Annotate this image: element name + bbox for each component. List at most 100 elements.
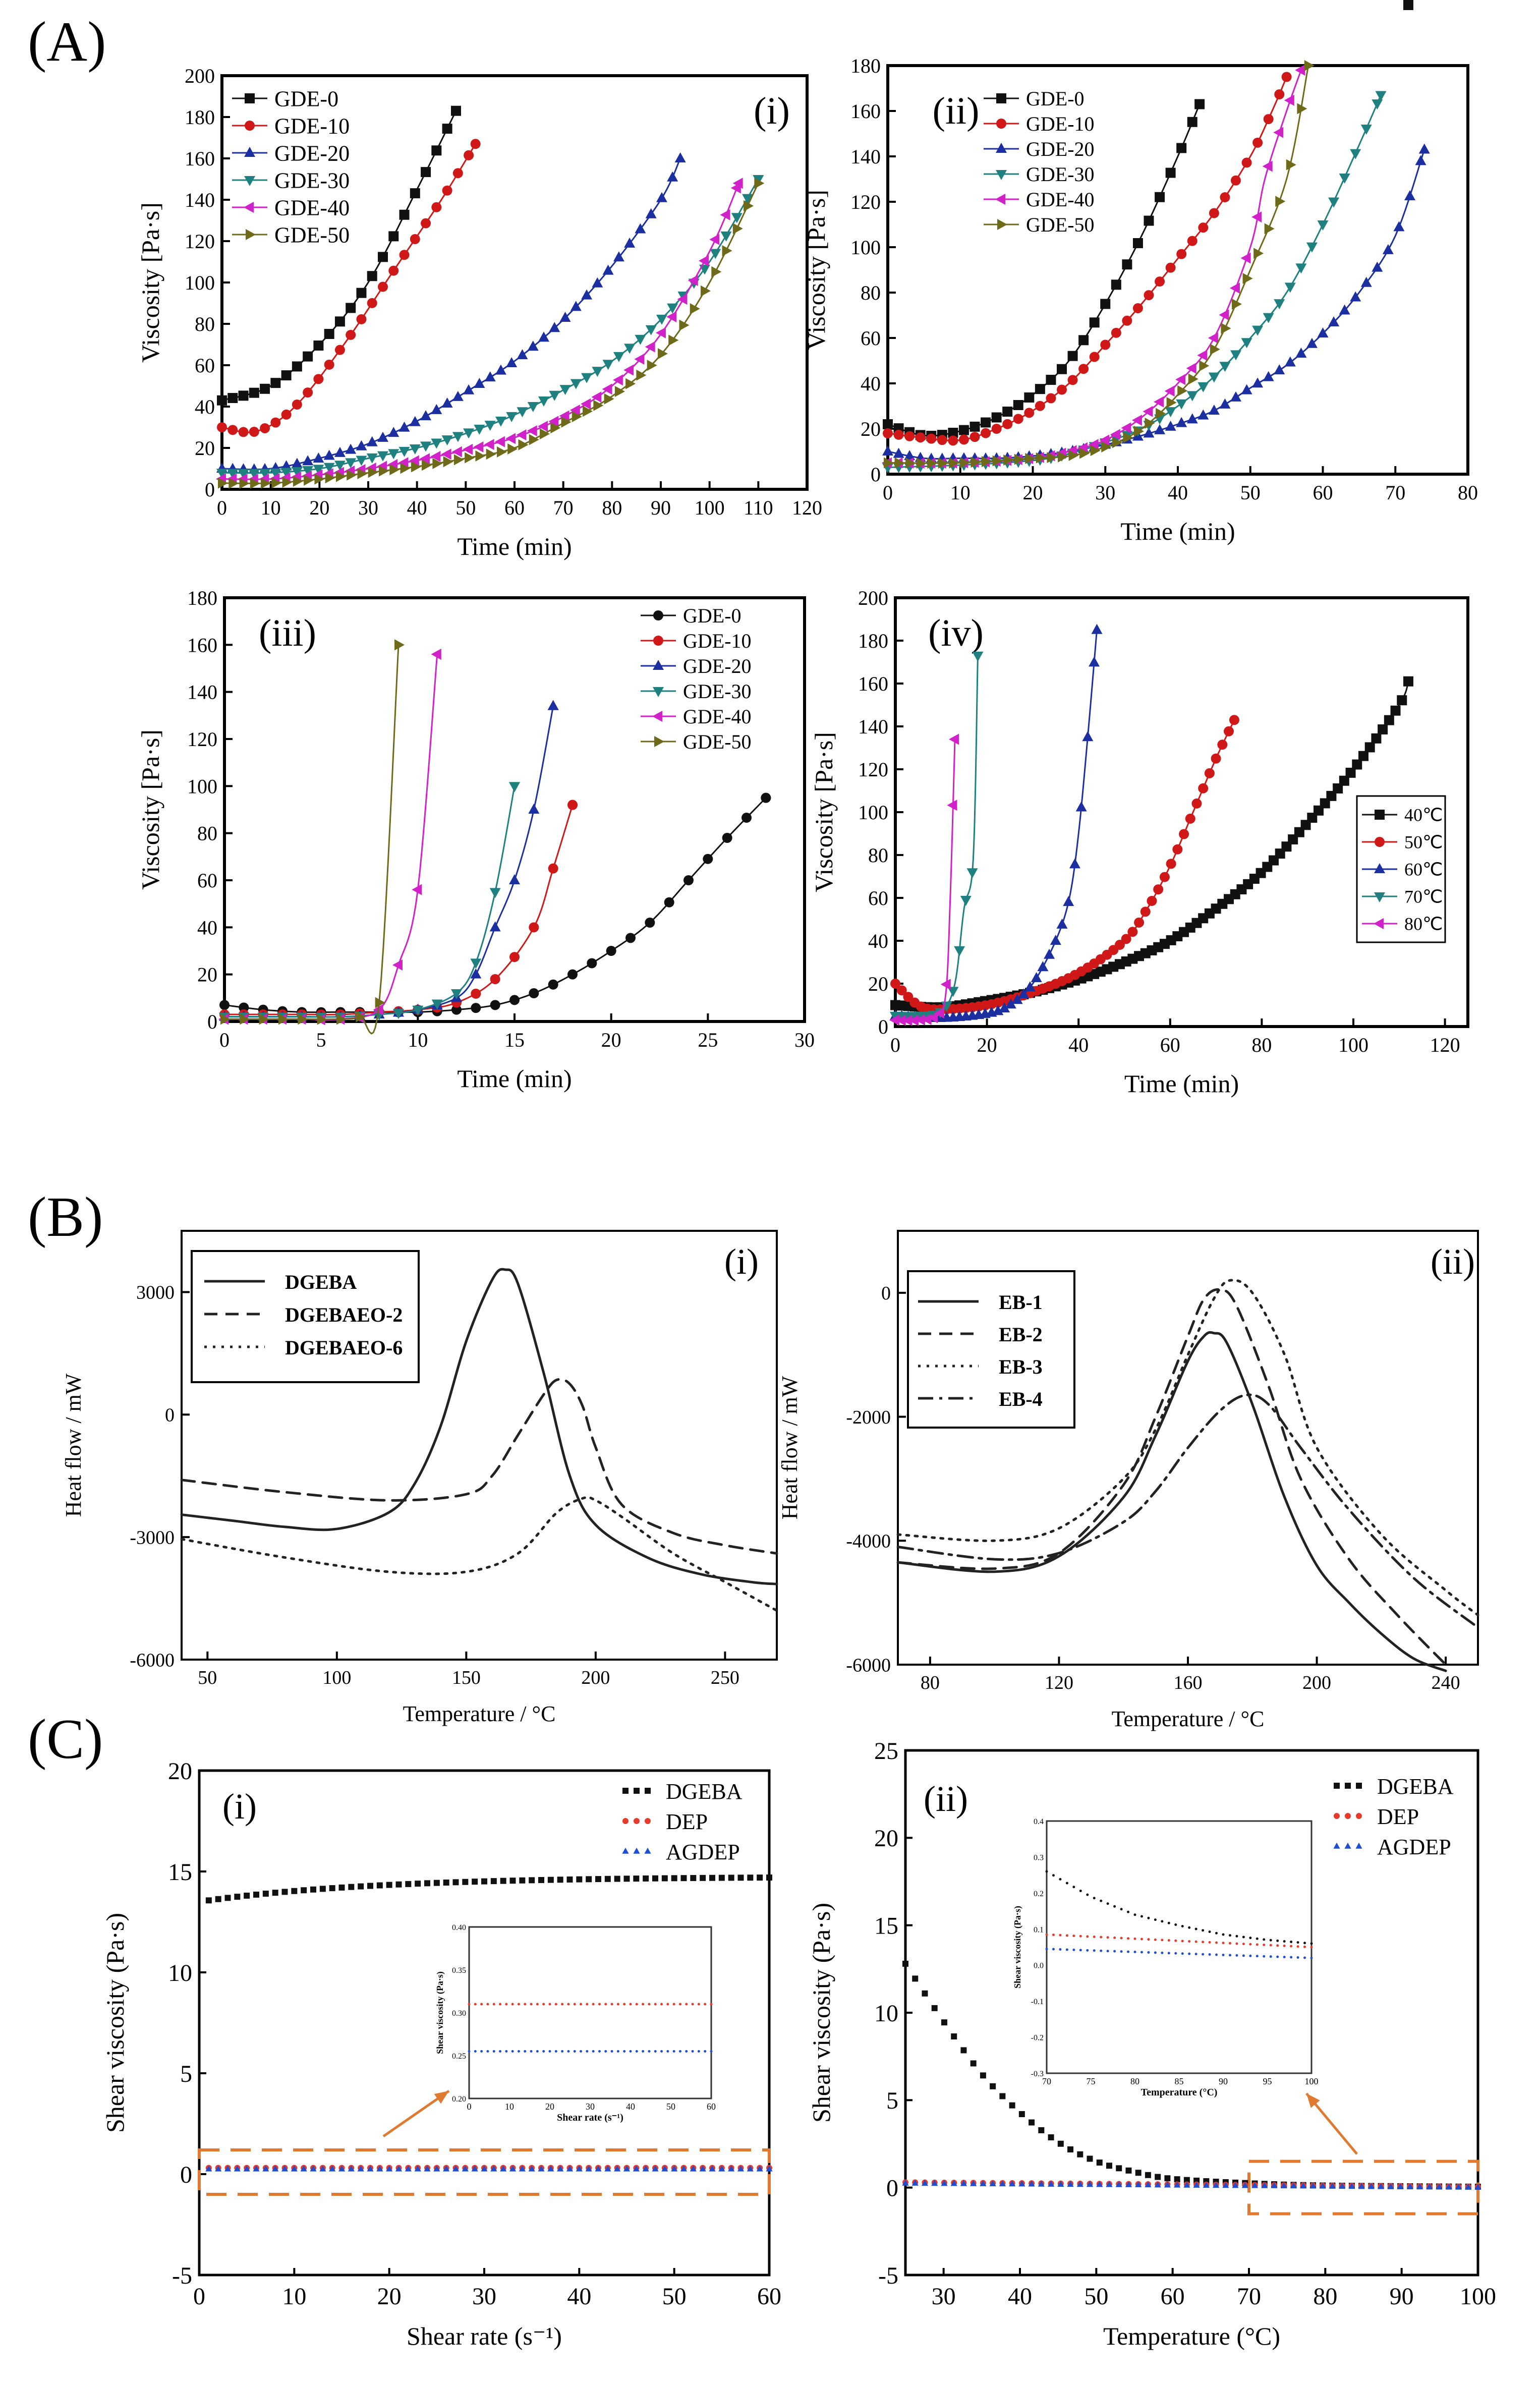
data-point (415, 1881, 421, 1887)
data-point (238, 469, 249, 479)
series-GDE-50 (218, 178, 765, 489)
data-point (527, 402, 539, 412)
inset-data-point (1120, 1937, 1123, 1940)
data-point (904, 431, 915, 441)
section-label-a: (A) (28, 11, 106, 73)
data-point (281, 370, 292, 381)
data-point (388, 265, 399, 276)
series-line (224, 805, 574, 1015)
inset-data-point (1052, 1874, 1055, 1877)
y-tick-label: 10 (874, 2000, 898, 2027)
data-point (1082, 731, 1094, 742)
legend-label: GDE-0 (1026, 87, 1085, 110)
y-tick-label: 25 (874, 1738, 898, 1765)
data-point (298, 1013, 308, 1025)
data-point (595, 1876, 601, 1883)
data-point (1360, 276, 1372, 287)
inset-data-point (1120, 1908, 1123, 1911)
data-point (334, 316, 345, 327)
data-point (949, 457, 959, 469)
data-point (1286, 159, 1296, 171)
data-point (966, 868, 978, 879)
x-tick-label: 200 (1302, 1672, 1331, 1693)
data-point (378, 281, 388, 292)
data-point (664, 897, 674, 907)
data-point (1221, 322, 1231, 334)
series-line (895, 739, 956, 1021)
data-point (890, 979, 900, 989)
inset-x-tick-label: 50 (666, 2101, 675, 2112)
y-tick-label: 0 (180, 2162, 192, 2188)
data-point (412, 884, 422, 895)
data-point (1217, 740, 1228, 750)
data-point (1309, 2182, 1317, 2189)
data-point (625, 378, 636, 389)
data-point (1319, 2182, 1326, 2189)
data-point (550, 422, 561, 434)
y-tick-label: 0 (878, 1015, 888, 1038)
data-point (317, 1013, 327, 1025)
inset-data-point (1222, 1953, 1225, 1956)
y-tick-label: 3000 (136, 1282, 175, 1303)
inset-data-point (1263, 1938, 1266, 1941)
data-point (1360, 125, 1372, 135)
inset-data-point (592, 2003, 595, 2006)
data-point (587, 958, 597, 969)
data-point (1089, 352, 1100, 362)
legend-marker (996, 119, 1006, 129)
data-point (1284, 282, 1296, 293)
inset-data-point (1147, 1916, 1150, 1919)
inset-data-point (542, 2050, 545, 2053)
legend-marker (996, 170, 1007, 180)
series-DGEBA (180, 1268, 778, 1585)
data-point (581, 373, 593, 383)
y-tick-label: 60 (861, 327, 881, 350)
data-point (261, 478, 271, 489)
inset-data-point (1065, 1934, 1068, 1937)
data-point (1328, 197, 1340, 208)
y-tick-label: 80 (197, 822, 217, 845)
data-point (215, 1896, 221, 1902)
data-point (421, 218, 431, 229)
data-point (991, 424, 1002, 434)
data-point (1378, 2183, 1385, 2189)
data-point (1445, 2183, 1452, 2190)
data-point (433, 2165, 440, 2172)
y-axis-label: Heat flow / mW (777, 1376, 802, 1519)
data-point (1183, 2181, 1190, 2188)
data-point (319, 1886, 326, 1892)
data-point (367, 1883, 373, 1889)
data-point (912, 1975, 919, 1982)
inset-data-point (691, 2050, 694, 2053)
data-point (567, 969, 578, 980)
data-point (356, 314, 367, 324)
data-point (1275, 196, 1286, 207)
data-point (292, 361, 302, 372)
inset-y-tick-label: 0.40 (452, 1923, 466, 1932)
data-point (612, 374, 623, 386)
y-tick-label: 5 (886, 2087, 898, 2114)
data-point (557, 1877, 563, 1883)
inset-data-point (1269, 1939, 1272, 1942)
data-point (388, 231, 399, 242)
legend-label: EB-2 (999, 1323, 1043, 1346)
data-point (657, 348, 668, 360)
data-point (282, 476, 293, 488)
x-tick-label: 30 (794, 1029, 815, 1051)
inset-data-point (548, 2050, 551, 2053)
inset-data-point (1161, 1939, 1164, 1942)
data-point (1153, 884, 1164, 895)
data-point (409, 444, 421, 455)
data-point (1274, 299, 1285, 310)
data-point (690, 2165, 697, 2172)
panel-label: (iv) (928, 612, 984, 654)
data-point (728, 2165, 735, 2172)
data-point (1077, 2151, 1083, 2157)
data-point (1078, 364, 1089, 374)
inset-y-tick-label: 0.25 (452, 2052, 466, 2061)
x-tick-label: 150 (452, 1667, 481, 1688)
data-point (893, 429, 904, 440)
data-point (1106, 2181, 1113, 2187)
inset-data-point (548, 2003, 551, 2006)
y-tick-label: 60 (868, 887, 888, 910)
